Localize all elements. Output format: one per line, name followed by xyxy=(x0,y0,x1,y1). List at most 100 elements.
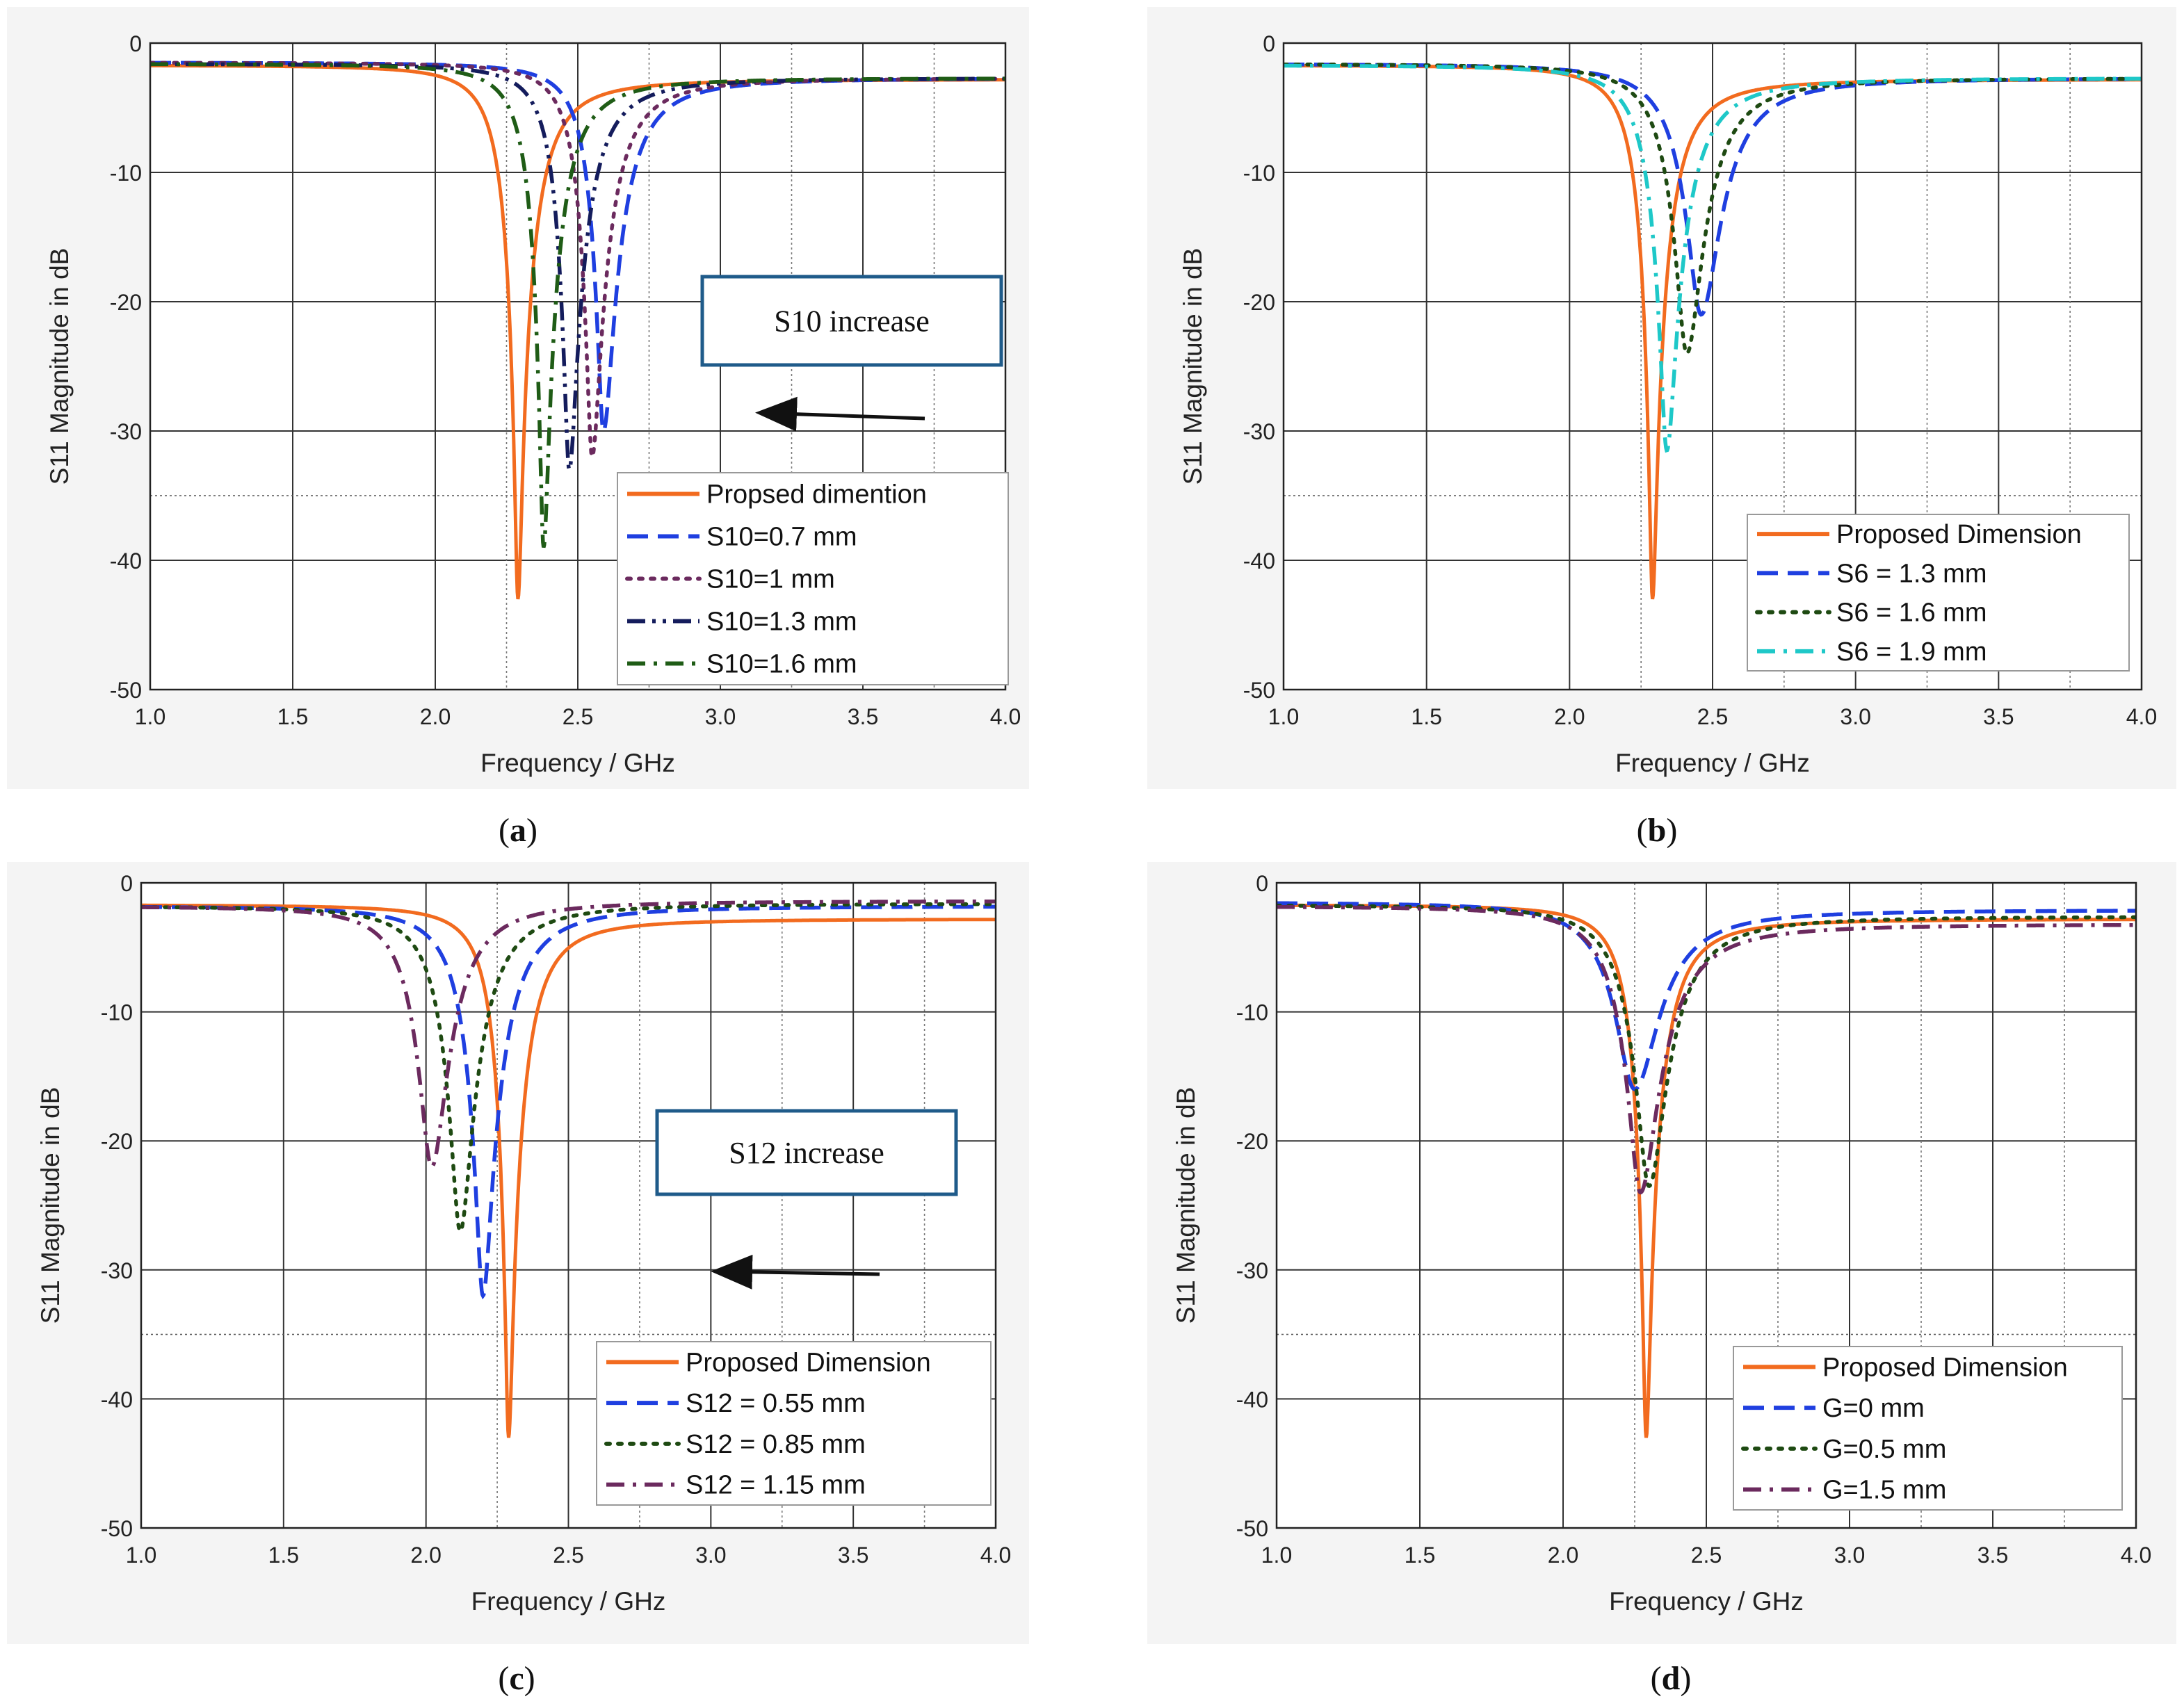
x-tick-label: 3.5 xyxy=(1977,1543,2008,1568)
chart-panel-b: 1.0 1.5 2.0 2.5 3.0 3.5 4.0 0 -10 -20 -30 -40 -50 Fre… xyxy=(1147,7,2176,849)
x-tick-label: 1.0 xyxy=(126,1543,156,1568)
y-tick-label: -40 xyxy=(1236,1387,1268,1412)
caption-letter: a xyxy=(510,812,526,849)
chart-panel-d: 1.0 1.5 2.0 2.5 3.0 3.5 4.0 0 -10 -20 -30 -40 -50 Fre… xyxy=(1147,862,2176,1697)
series-line-3 xyxy=(1277,904,2136,1195)
annotation-arrow xyxy=(711,1254,880,1290)
panel-caption: (c) xyxy=(498,1660,535,1697)
x-tick-label: 3.0 xyxy=(695,1543,726,1568)
caption-letter: d xyxy=(1662,1660,1681,1697)
caption-open-paren: ( xyxy=(1637,812,1648,849)
caption-open-paren: ( xyxy=(1651,1660,1662,1697)
panel-caption: (a) xyxy=(499,812,537,849)
plot-border xyxy=(140,881,997,1529)
annotation-text: S10 increase xyxy=(774,304,930,339)
y-axis-title: S11 Magnitude in dB xyxy=(1179,248,1207,485)
legend-label: Proposed Dimension xyxy=(686,1348,931,1377)
x-tick-label: 1.5 xyxy=(277,704,308,729)
legend-label: S6 = 1.3 mm xyxy=(1836,559,1987,588)
annotation-arrow xyxy=(755,396,925,432)
y-axis-title: S11 Magnitude in dB xyxy=(36,1087,65,1324)
x-tick-label: 4.0 xyxy=(2121,1543,2151,1568)
legend-label: S12 = 1.15 mm xyxy=(686,1471,866,1500)
legend-label: G=0.5 mm xyxy=(1822,1435,1946,1464)
plot-border xyxy=(149,42,1007,691)
x-tick-label: 1.5 xyxy=(1411,704,1441,729)
caption-letter: c xyxy=(509,1660,524,1697)
legend-label: G=0 mm xyxy=(1822,1394,1925,1423)
annotation-box xyxy=(655,1109,958,1196)
legend-label: S10=0.7 mm xyxy=(706,523,857,552)
y-tick-label: 0 xyxy=(120,871,133,896)
caption-close-paren: ) xyxy=(1666,812,1677,849)
x-tick-label: 2.0 xyxy=(1548,1543,1578,1568)
y-tick-label: -50 xyxy=(1243,678,1275,703)
y-tick-label: -20 xyxy=(1236,1129,1268,1154)
legend-box xyxy=(617,472,1009,685)
x-axis-title: Frequency / GHz xyxy=(480,749,675,777)
x-tick-label: 2.5 xyxy=(563,704,593,729)
x-tick-label: 1.5 xyxy=(268,1543,299,1568)
series-line-0 xyxy=(141,903,996,1438)
legend-box xyxy=(1733,1346,2123,1511)
x-tick-label: 2.0 xyxy=(420,704,451,729)
series-line-3 xyxy=(1284,63,2142,453)
y-axis-title: S11 Magnitude in dB xyxy=(45,248,74,485)
plot-border xyxy=(1282,42,2143,691)
panel-caption: (d) xyxy=(1651,1660,1692,1697)
x-tick-label: 2.0 xyxy=(1554,704,1585,729)
y-tick-label: -50 xyxy=(1236,1516,1268,1541)
plot-border xyxy=(1275,881,2137,1529)
x-tick-label: 2.5 xyxy=(1697,704,1728,729)
y-axis-title: S11 Magnitude in dB xyxy=(1172,1087,1200,1324)
y-tick-label: -50 xyxy=(110,678,142,703)
caption-close-paren: ) xyxy=(526,812,537,849)
x-axis-title: Frequency / GHz xyxy=(471,1587,666,1616)
annotation-text: S12 increase xyxy=(729,1136,884,1170)
x-tick-label: 1.0 xyxy=(1261,1543,1292,1568)
panel-caption: (b) xyxy=(1637,812,1678,849)
x-tick-label: 3.0 xyxy=(1840,704,1870,729)
legend-label: S6 = 1.9 mm xyxy=(1836,637,1987,667)
y-tick-label: -20 xyxy=(1243,290,1275,315)
y-tick-label: 0 xyxy=(1256,871,1268,896)
series-line-1 xyxy=(1277,901,2136,1091)
y-tick-label: -10 xyxy=(110,161,142,186)
legend-label: S10=1 mm xyxy=(706,565,835,594)
x-tick-label: 2.5 xyxy=(1691,1543,1722,1568)
y-tick-label: -30 xyxy=(1236,1258,1268,1283)
caption-open-paren: ( xyxy=(499,812,510,849)
annotation-box xyxy=(700,275,1003,367)
chart-panel-c: 1.0 1.5 2.0 2.5 3.0 3.5 4.0 0 -10 -20 -30 -40 -50 Fre… xyxy=(7,862,1029,1697)
y-tick-label: -50 xyxy=(101,1516,133,1541)
chart-panel-a: 1.0 1.5 2.0 2.5 3.0 3.5 4.0 0 -10 -20 -30 -40 -50 Fre… xyxy=(7,7,1029,849)
x-tick-label: 1.0 xyxy=(135,704,165,729)
legend-label: G=1.5 mm xyxy=(1822,1476,1946,1505)
x-tick-label: 3.5 xyxy=(1983,704,2014,729)
x-tick-label: 3.0 xyxy=(705,704,736,729)
caption-close-paren: ) xyxy=(524,1660,535,1697)
series-line-3 xyxy=(141,899,996,1169)
x-tick-label: 3.5 xyxy=(848,704,878,729)
x-axis-title: Frequency / GHz xyxy=(1615,749,1810,777)
y-tick-label: -10 xyxy=(1236,1000,1268,1025)
legend-label: S6 = 1.6 mm xyxy=(1836,599,1987,628)
y-tick-label: -30 xyxy=(1243,419,1275,444)
caption-close-paren: ) xyxy=(1680,1660,1691,1697)
legend-box xyxy=(596,1341,992,1506)
y-tick-label: -40 xyxy=(101,1387,133,1412)
caption-letter: b xyxy=(1648,812,1667,849)
y-tick-label: -40 xyxy=(110,548,142,574)
y-tick-label: -20 xyxy=(101,1129,133,1154)
legend-label: Proposed Dimension xyxy=(1836,520,2082,549)
x-tick-label: 1.5 xyxy=(1405,1543,1435,1568)
y-tick-label: -30 xyxy=(110,419,142,444)
x-tick-label: 3.0 xyxy=(1834,1543,1865,1568)
legend-label: Proposed Dimension xyxy=(1822,1353,2068,1382)
y-tick-label: -30 xyxy=(101,1258,133,1283)
y-tick-label: 0 xyxy=(129,31,142,56)
y-tick-label: -40 xyxy=(1243,548,1275,574)
x-tick-label: 1.0 xyxy=(1268,704,1299,729)
